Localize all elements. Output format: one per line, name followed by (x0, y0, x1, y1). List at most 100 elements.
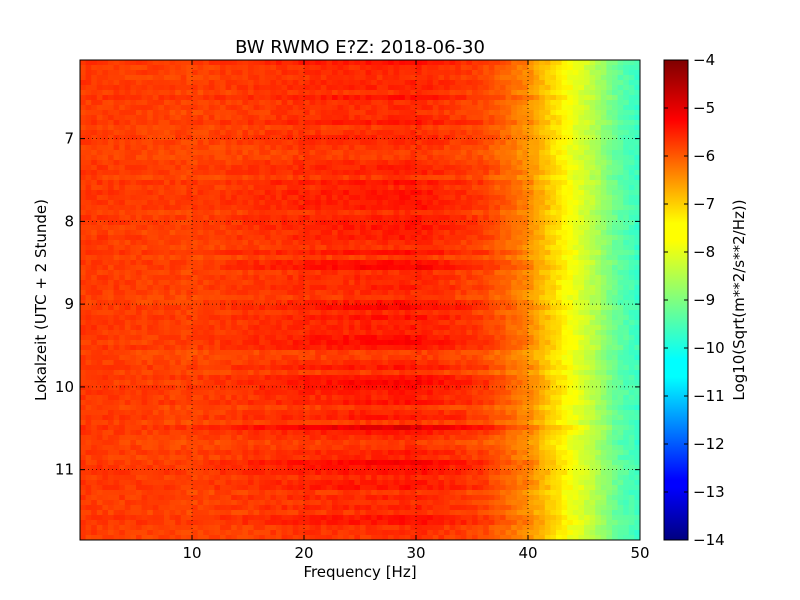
heatmap-cell (208, 285, 215, 291)
heatmap-cell (220, 210, 227, 216)
heatmap-cell (158, 265, 165, 271)
heatmap-cell (315, 245, 322, 251)
heatmap-cell (628, 155, 635, 161)
heatmap-cell (371, 305, 378, 311)
heatmap-cell (399, 305, 406, 311)
heatmap-cell (544, 200, 551, 206)
heatmap-cell (220, 140, 227, 146)
heatmap-cell (197, 235, 204, 241)
heatmap-cell (472, 235, 479, 241)
heatmap-cell (567, 125, 574, 131)
heatmap-cell (578, 200, 585, 206)
heatmap-cell (85, 80, 92, 86)
heatmap-cell (197, 70, 204, 76)
heatmap-cell (533, 280, 540, 286)
heatmap-cell (91, 175, 98, 181)
heatmap-cell (522, 210, 529, 216)
heatmap-cell (600, 80, 607, 86)
heatmap-cell (186, 90, 193, 96)
heatmap-cell (376, 240, 383, 246)
heatmap-cell (449, 165, 456, 171)
heatmap-cell (360, 150, 367, 156)
heatmap-cell (382, 265, 389, 271)
heatmap-cell (382, 140, 389, 146)
heatmap-cell (382, 220, 389, 226)
heatmap-cell (141, 200, 148, 206)
heatmap-cell (253, 305, 260, 311)
heatmap-cell (320, 205, 327, 211)
heatmap-cell (600, 160, 607, 166)
heatmap-cell (628, 300, 635, 306)
heatmap-cell (186, 115, 193, 121)
heatmap-cell (315, 220, 322, 226)
heatmap-cell (136, 75, 143, 81)
heatmap-cell (108, 240, 115, 246)
heatmap-cell (102, 155, 109, 161)
heatmap-cell (175, 115, 182, 121)
heatmap-cell (572, 65, 579, 71)
heatmap-cell (315, 235, 322, 241)
heatmap-cell (572, 150, 579, 156)
heatmap-cell (315, 165, 322, 171)
heatmap-cell (528, 180, 535, 186)
heatmap-cell (466, 125, 473, 131)
heatmap-cell (544, 65, 551, 71)
heatmap-cell (197, 200, 204, 206)
heatmap-cell (556, 85, 563, 91)
heatmap-cell (113, 120, 120, 126)
heatmap-cell (253, 260, 260, 266)
heatmap-cell (360, 280, 367, 286)
heatmap-cell (108, 160, 115, 166)
heatmap-cell (141, 285, 148, 291)
heatmap-cell (410, 155, 417, 161)
heatmap-cell (617, 100, 624, 106)
heatmap-cell (80, 230, 87, 236)
heatmap-cell (354, 220, 361, 226)
heatmap-cell (416, 295, 423, 301)
heatmap-cell (119, 130, 126, 136)
heatmap-cell (337, 275, 344, 281)
heatmap-cell (371, 125, 378, 131)
heatmap-cell (460, 305, 467, 311)
heatmap-cell (539, 90, 546, 96)
heatmap-cell (410, 80, 417, 86)
heatmap-cell (455, 205, 462, 211)
heatmap-cell (539, 100, 546, 106)
heatmap-cell (354, 245, 361, 251)
heatmap-cell (438, 205, 445, 211)
heatmap-cell (606, 295, 613, 301)
heatmap-cell (472, 70, 479, 76)
heatmap-cell (220, 285, 227, 291)
heatmap-cell (287, 265, 294, 271)
heatmap-cell (561, 270, 568, 276)
heatmap-cell (152, 260, 159, 266)
heatmap-cell (192, 145, 199, 151)
heatmap-cell (600, 175, 607, 181)
heatmap-cell (388, 180, 395, 186)
heatmap-cell (360, 220, 367, 226)
heatmap-cell (152, 270, 159, 276)
heatmap-cell (483, 140, 490, 146)
heatmap-cell (231, 65, 238, 71)
heatmap-cell (628, 160, 635, 166)
heatmap-cell (623, 150, 630, 156)
heatmap-cell (169, 160, 176, 166)
heatmap-cell (231, 100, 238, 106)
heatmap-cell (130, 190, 137, 196)
heatmap-cell (192, 220, 199, 226)
heatmap-cell (242, 295, 249, 301)
heatmap-cell (270, 235, 277, 241)
heatmap-cell (270, 250, 277, 256)
heatmap-cell (152, 160, 159, 166)
heatmap-cell (91, 265, 98, 271)
heatmap-cell (634, 250, 640, 256)
heatmap-cell (584, 295, 591, 301)
heatmap-cell (220, 180, 227, 186)
heatmap-cell (147, 90, 154, 96)
heatmap-cell (320, 195, 327, 201)
heatmap-cell (612, 145, 619, 151)
heatmap-cell (393, 195, 400, 201)
heatmap-cell (85, 100, 92, 106)
heatmap-cell (270, 280, 277, 286)
heatmap-cell (567, 60, 574, 66)
